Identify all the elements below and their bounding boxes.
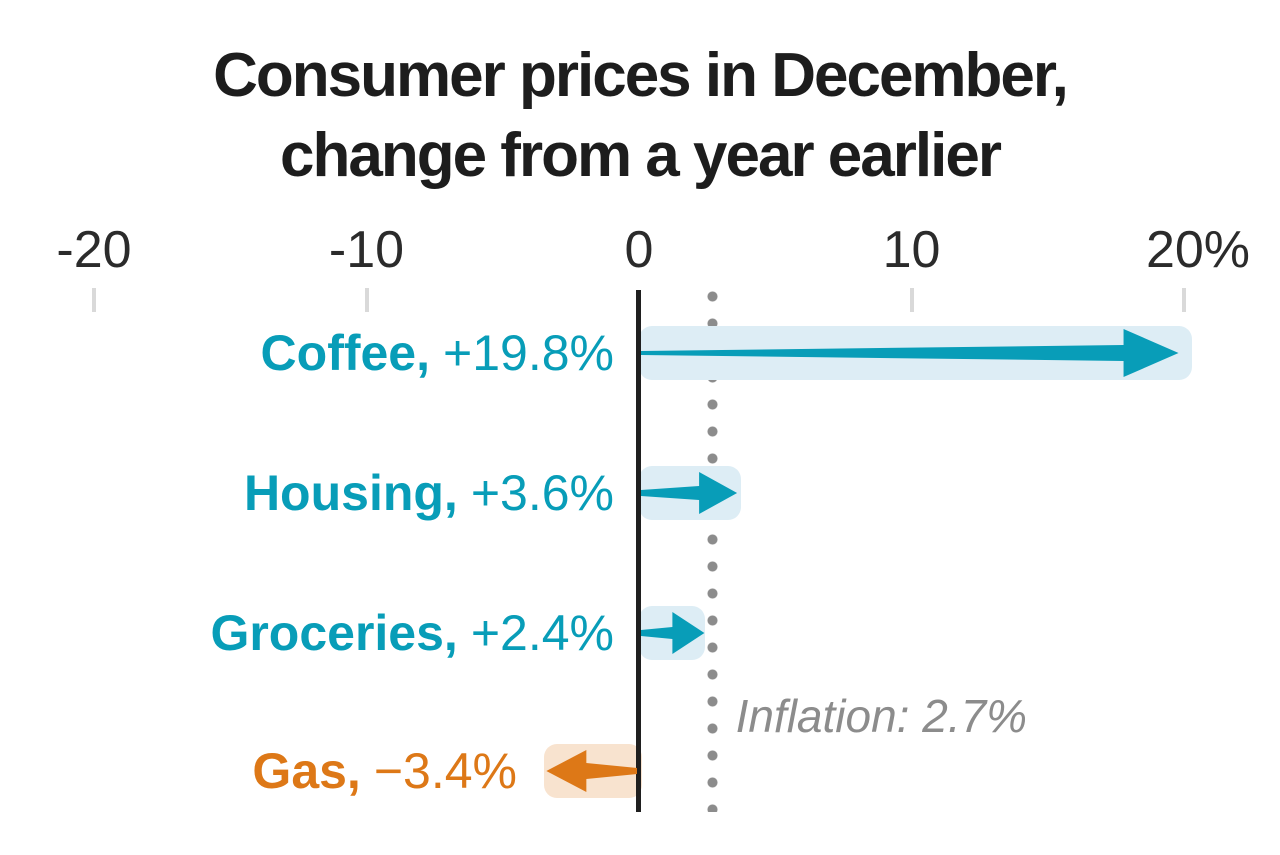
inflation-dotted-line	[707, 283, 719, 812]
chart-title-line1: Consumer prices in December,	[213, 41, 1069, 110]
x-tick-label: 20%	[1145, 221, 1251, 279]
x-tick-label: 10	[882, 221, 941, 279]
chart-title-line2: change from a year earlier	[280, 121, 1002, 190]
arrow-gas	[546, 750, 637, 792]
row-label-gas: Gas, −3.4%	[252, 740, 517, 802]
category-value-gas: −3.4%	[373, 743, 517, 799]
x-tick-label: -10	[328, 221, 405, 279]
arrow-coffee	[641, 329, 1179, 377]
x-tick-label: -20	[56, 221, 132, 279]
category-name-gas: Gas,	[252, 743, 361, 799]
category-name-housing: Housing,	[243, 465, 458, 521]
category-value-housing: +3.6%	[470, 465, 614, 521]
row-label-housing: Housing, +3.6%	[244, 462, 614, 524]
category-value-groceries: +2.4%	[470, 605, 614, 661]
x-tick-mark	[364, 288, 369, 312]
category-name-coffee: Coffee,	[260, 325, 431, 381]
row-label-coffee: Coffee, +19.8%	[261, 322, 614, 384]
row-label-groceries: Groceries, +2.4%	[210, 602, 614, 664]
category-value-coffee: +19.8%	[443, 325, 614, 381]
arrow-groceries	[641, 612, 705, 654]
category-name-groceries: Groceries,	[210, 605, 458, 661]
x-tick-mark	[1182, 288, 1186, 312]
chart-title: Consumer prices in December, change from…	[0, 36, 1280, 196]
arrow-housing	[641, 472, 738, 514]
inflation-label: Inflation: 2.7%	[735, 690, 1028, 742]
zero-axis-line	[636, 290, 641, 812]
x-tick-label: 0	[624, 221, 654, 279]
x-tick-mark	[92, 288, 96, 312]
x-tick-mark	[909, 288, 914, 312]
